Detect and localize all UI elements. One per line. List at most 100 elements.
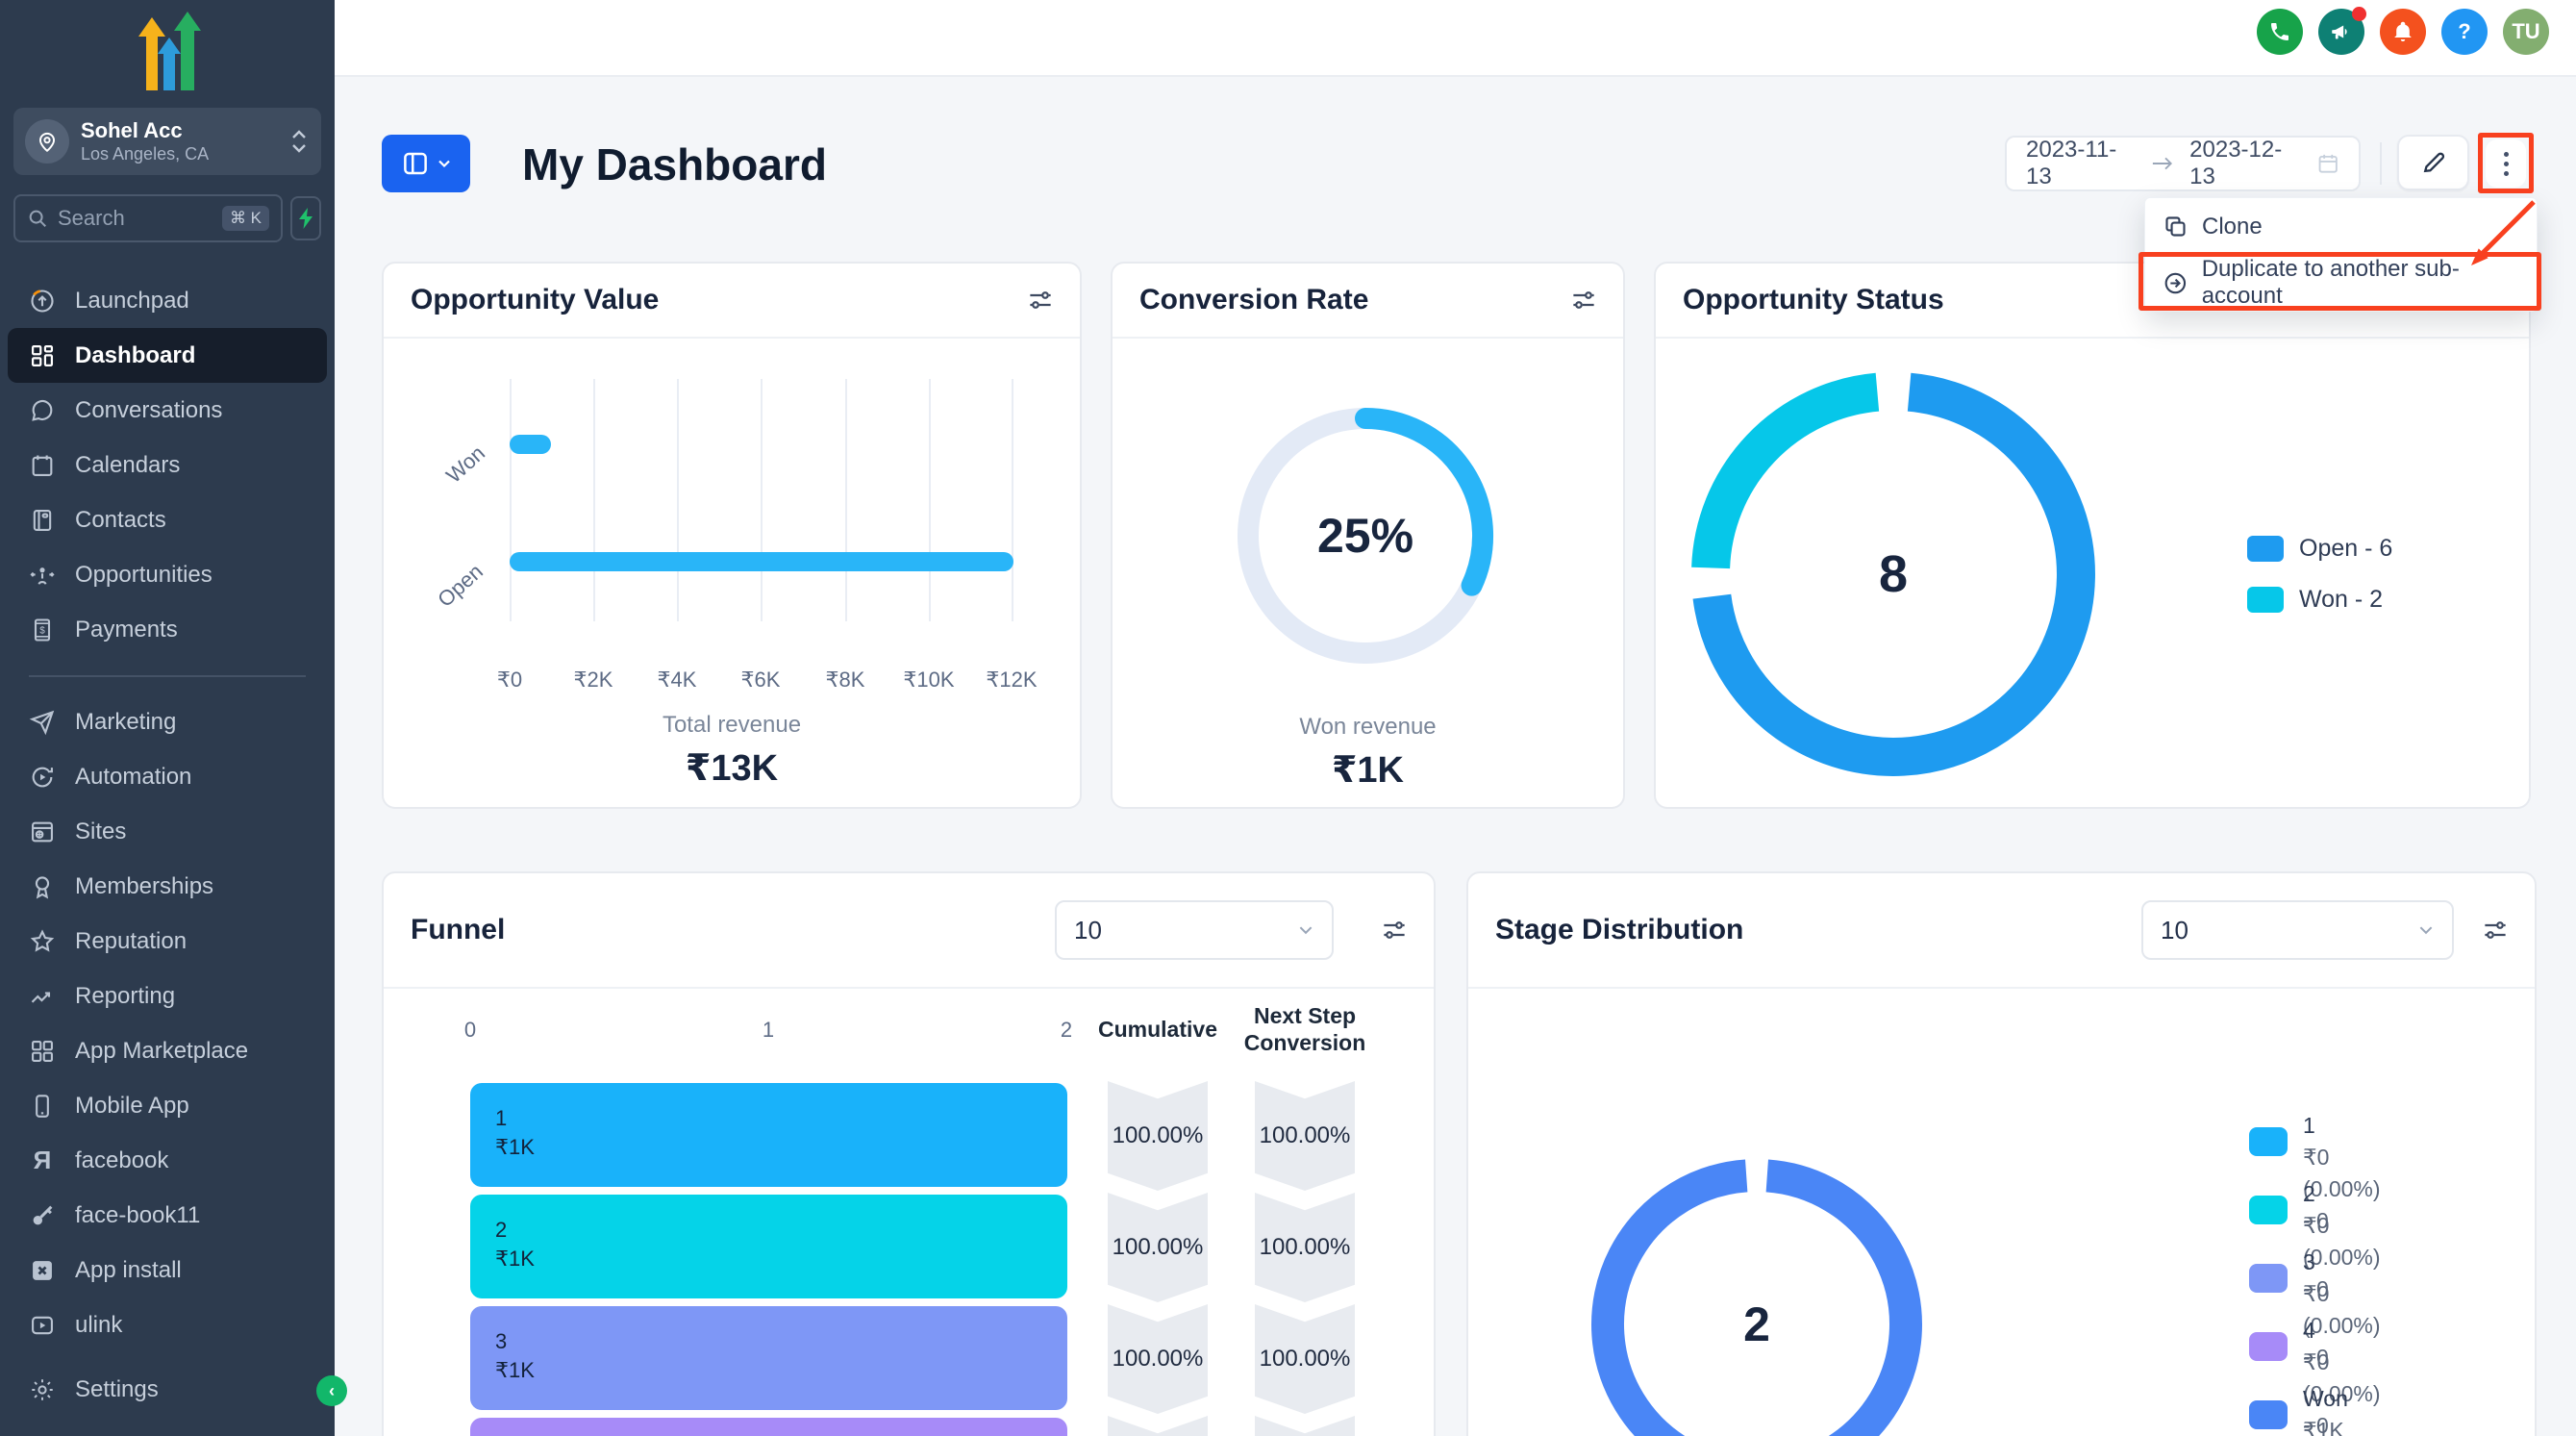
sidebar-item-label: Marketing [75, 708, 177, 735]
notification-dot [2352, 7, 2366, 21]
sidebar-item-mobile-app[interactable]: Mobile App [0, 1078, 335, 1133]
funnel-bar-1[interactable]: 1 ₹1K [470, 1083, 1067, 1187]
phone-button[interactable] [2257, 9, 2303, 55]
x-tick: ₹4K [657, 668, 697, 692]
sidebar-item-label: Reputation [75, 927, 188, 954]
user-avatar[interactable]: TU [2503, 9, 2549, 55]
chart-settings-icon[interactable] [1026, 286, 1055, 315]
chevron-left-icon: ‹ [329, 1380, 335, 1400]
legend-item: Open - 6 [2247, 535, 2392, 563]
dashboard-more-options-button[interactable] [2486, 139, 2526, 188]
search-input[interactable]: Search ⌘ K [13, 194, 283, 242]
date-range-picker[interactable]: 2023-11-13 2023-12-13 [2005, 136, 2361, 191]
app-install-icon [33, 1260, 52, 1280]
sidebar-item-label: facebook [75, 1146, 169, 1173]
col-header-next-step: Next Step Conversion [1243, 1003, 1366, 1055]
sidebar-item-label: Contacts [75, 506, 166, 533]
sidebar-item-label: Memberships [75, 872, 214, 899]
arrow-right-icon [2152, 157, 2172, 170]
cumulative-chevron [1108, 1416, 1208, 1436]
menu-item-duplicate-to-sub-account[interactable]: Duplicate to another sub-account [2145, 255, 2537, 311]
sidebar-item-calendars[interactable]: Calendars [0, 438, 335, 492]
won-revenue-value: ₹1K [1331, 750, 1405, 791]
sidebar-item-reputation[interactable]: Reputation [0, 914, 335, 969]
status-total: 8 [1878, 545, 1909, 603]
question-mark-icon: ? [2458, 19, 2471, 43]
legend-swatch [2249, 1400, 2288, 1429]
sidebar-item-label: App Marketplace [75, 1037, 249, 1064]
smartphone-icon [36, 1094, 49, 1118]
sidebar-item-label: Automation [75, 763, 192, 790]
sidebar-collapse-button[interactable]: ‹ [316, 1375, 347, 1406]
sidebar-item-automation[interactable]: Automation [0, 749, 335, 804]
chart-settings-icon[interactable] [1380, 916, 1409, 945]
sidebar-item-dashboard[interactable]: Dashboard [8, 328, 327, 383]
axis-tick: 0 [463, 1018, 477, 1042]
sidebar-item-app-marketplace[interactable]: App Marketplace [0, 1023, 335, 1078]
axis-tick: 1 [762, 1018, 775, 1042]
search-icon [29, 210, 46, 227]
chart-settings-icon[interactable] [2481, 916, 2510, 945]
sidebar-item-launchpad[interactable]: Launchpad [0, 273, 335, 328]
legend-item: 2 ₹0 (0.00%) - 0 [2249, 1178, 2381, 1305]
sidebar-item-marketing[interactable]: Marketing [0, 694, 335, 749]
bar-open[interactable] [510, 552, 1013, 571]
dashboard-layout-button[interactable] [382, 135, 470, 192]
sidebar-item-contacts[interactable]: Contacts [0, 492, 335, 547]
rosette-icon [35, 875, 50, 899]
sidebar-nav-primary: Launchpad Dashboard Conversations Ca [0, 273, 335, 657]
funnel-bar-3[interactable]: 3 ₹1K [470, 1306, 1067, 1410]
sidebar-item-reporting[interactable]: Reporting [0, 969, 335, 1023]
ai-assistant-button[interactable] [290, 196, 321, 240]
megaphone-icon [2332, 25, 2347, 39]
sidebar-item-payments[interactable]: $ Payments [0, 602, 335, 657]
legend-item: Won₹1K (100.00%) - 2 [2249, 1383, 2405, 1436]
search-placeholder: Search [58, 206, 125, 230]
sidebar-item-conversations[interactable]: Conversations [0, 383, 335, 438]
opportunity-value-card: Opportunity Value Won Open ₹0 ₹2K ₹4K ₹6… [382, 262, 1082, 809]
help-button[interactable]: ? [2441, 9, 2488, 55]
account-location: Los Angeles, CA [81, 144, 210, 164]
sidebar-item-face-book11[interactable]: face-book11 [0, 1188, 335, 1243]
sidebar-item-opportunities[interactable]: Opportunities [0, 547, 335, 602]
sidebar-item-facebook[interactable]: Я facebook [0, 1133, 335, 1188]
menu-item-clone[interactable]: Clone [2145, 198, 2537, 255]
chart-settings-icon[interactable] [1569, 286, 1598, 315]
edit-dashboard-button[interactable] [2397, 135, 2469, 190]
funnel-bar-2[interactable]: 2 ₹1K [470, 1195, 1067, 1298]
sidebar-item-label: Calendars [75, 451, 181, 478]
stage-page-size-select[interactable]: 10 [2141, 900, 2454, 960]
legend-item: 1 ₹0 (0.00%) - 0 [2249, 1110, 2381, 1237]
cumulative-chevron: 100.00% [1108, 1193, 1208, 1302]
conversion-rate-donut: 25% [1221, 391, 1510, 680]
y-label-open: Open [433, 559, 488, 612]
funnel-bar-4[interactable] [470, 1418, 1067, 1436]
sidebar-item-label: Dashboard [75, 341, 196, 368]
bar-won[interactable] [510, 435, 551, 454]
location-pin-icon [38, 132, 56, 153]
kebab-menu-icon [2503, 151, 2509, 157]
sidebar-item-label: App install [75, 1256, 182, 1283]
stage-distribution-card: Stage Distribution 10 2 1 ₹0 (0.00%) - 0 [1466, 871, 2537, 1436]
funnel-card: Funnel 10 0 1 2 Cumulative Next Step Conv… [382, 871, 1436, 1436]
funnel-page-size-select[interactable]: 10 [1055, 900, 1334, 960]
announcements-button[interactable] [2318, 7, 2366, 55]
sidebar-item-ulink[interactable]: ulink [0, 1297, 335, 1352]
gohighlevel-logo-icon [131, 12, 204, 90]
payments-icon: $ [34, 617, 51, 642]
notifications-button[interactable] [2380, 9, 2426, 55]
legend-item: 3 ₹0 (0.00%) - 0 [2249, 1247, 2381, 1373]
sidebar-item-sites[interactable]: Sites [0, 804, 335, 859]
sidebar-item-settings[interactable]: Settings [0, 1362, 335, 1417]
legend-swatch [2247, 587, 2284, 613]
dashboard-options-menu: Clone Duplicate to another sub-account [2144, 197, 2538, 312]
next-step-chevron: 100.00% [1255, 1081, 1355, 1191]
account-switcher[interactable]: Sohel Acc Los Angeles, CA [13, 108, 321, 175]
conversion-rate-card: Conversion Rate 25% Won revenue ₹1K [1111, 262, 1625, 809]
col-header-cumulative: Cumulative [1098, 1017, 1217, 1042]
sidebar-item-label: Launchpad [75, 287, 189, 314]
star-icon [30, 928, 55, 952]
legend-item: 4 ₹0 (0.00%) - 0 [2249, 1315, 2381, 1436]
sidebar-item-memberships[interactable]: Memberships [0, 859, 335, 914]
sidebar-item-app-install[interactable]: App install [0, 1243, 335, 1297]
